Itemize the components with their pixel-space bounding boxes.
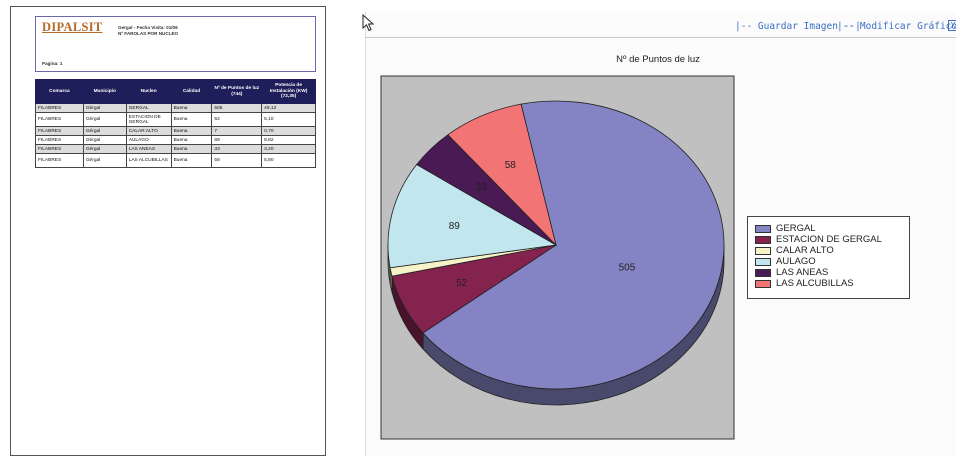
table-cell: GERGAL xyxy=(125,103,172,113)
legend-label: CALAR ALTO xyxy=(776,245,834,256)
legend-item: LAS ALCUBILLAS xyxy=(755,278,909,289)
table-cell: Buena xyxy=(170,112,213,127)
legend-swatch xyxy=(755,224,771,233)
dipalsit-logo: DIPALSIT xyxy=(42,20,103,34)
table-row: FILABRES Gérgal AULAGO Buena 89 8,82 xyxy=(35,135,316,145)
table-cell: FILABRES xyxy=(35,135,84,145)
table-header-row: Comarca Municipio Nucleo Calidad Nº de P… xyxy=(35,79,316,104)
legend-item: ESTACION DE GERGAL xyxy=(755,234,909,245)
table-cell: 5,80 xyxy=(261,153,316,168)
table-cell: FILABRES xyxy=(35,112,84,127)
legend-item: GERGAL xyxy=(755,223,909,234)
chart-title: Nº de Puntos de luz xyxy=(616,54,700,65)
chart-toolbar: |-- Guardar Imagen --| |-- Modificar Grá… xyxy=(365,18,956,36)
table-cell: Buena xyxy=(170,144,213,154)
table-cell: 5,10 xyxy=(261,112,316,127)
report-table: Comarca Municipio Nucleo Calidad Nº de P… xyxy=(35,79,316,168)
table-cell: 49,13 xyxy=(261,103,316,113)
mouse-pointer-icon xyxy=(362,14,375,32)
legend-label: LAS ALCUBILLAS xyxy=(776,278,854,289)
save-image-link[interactable]: |-- Guardar Imagen --| xyxy=(735,21,861,32)
table-row: FILABRES Gérgal GERGAL Buena 505 49,13 xyxy=(35,103,316,113)
table-cell: Gérgal xyxy=(82,135,127,145)
table-cell: Gérgal xyxy=(82,144,127,154)
legend-label: GERGAL xyxy=(776,223,816,234)
pie-slice-gergal xyxy=(422,100,725,390)
pie-data-label: 505 xyxy=(619,262,636,273)
legend-swatch xyxy=(755,235,771,244)
table-cell: 7 xyxy=(211,126,263,136)
legend-label: AULAGO xyxy=(776,256,816,267)
table-cell: LAS ALCUBILLAS xyxy=(125,153,172,168)
pie-slice-aulago xyxy=(387,164,558,269)
table-cell: 505 xyxy=(211,103,263,113)
report-page: DIPALSIT Gergal - Fecha Visita: 01/06 Nº… xyxy=(10,6,326,456)
table-cell: 3,20 xyxy=(261,144,316,154)
table-cell: 0,70 xyxy=(261,126,316,136)
table-cell: CALAR ALTO xyxy=(125,126,172,136)
table-row: FILABRES Gérgal LAS ALCUBILLAS Buena 58 … xyxy=(35,153,316,168)
table-cell: Buena xyxy=(170,126,213,136)
column-header: Municipio xyxy=(82,79,127,104)
table-cell: 52 xyxy=(211,112,263,127)
legend-label: LAS ANEAS xyxy=(776,267,829,278)
table-cell: FILABRES xyxy=(35,103,84,113)
close-icon[interactable]: X xyxy=(948,20,956,31)
toolbar-divider xyxy=(365,37,956,38)
legend-label: ESTACION DE GERGAL xyxy=(776,234,882,245)
table-row: FILABRES Gérgal CALAR ALTO Buena 7 0,70 xyxy=(35,126,316,136)
table-cell: 58 xyxy=(211,153,263,168)
pie-data-label: 33 xyxy=(475,182,487,193)
legend-item: AULAGO xyxy=(755,256,909,267)
report-header-info: Gergal - Fecha Visita: 01/06 Nº FAROLAS … xyxy=(118,25,178,37)
table-cell: Buena xyxy=(170,135,213,145)
legend-swatch xyxy=(755,257,771,266)
legend-item: LAS ANEAS xyxy=(755,267,909,278)
column-header: Comarca xyxy=(35,79,84,104)
column-header: Nucleo xyxy=(125,79,172,104)
table-cell: Gérgal xyxy=(82,103,127,113)
pie-slice-las-alcubillas xyxy=(447,103,557,247)
column-header: Nº de Puntos de luz (744) xyxy=(211,79,263,104)
table-cell: FILABRES xyxy=(35,144,84,154)
pie-data-label: 58 xyxy=(505,160,517,171)
table-cell: Gérgal xyxy=(82,153,127,168)
pie-data-label: 52 xyxy=(456,278,468,289)
table-row: FILABRES Gérgal LAS ANEAS Buena 33 3,20 xyxy=(35,144,316,154)
table-cell: FILABRES xyxy=(35,153,84,168)
table-cell: Gérgal xyxy=(82,112,127,127)
legend-item: CALAR ALTO xyxy=(755,245,909,256)
legend-swatch xyxy=(755,279,771,288)
table-cell: 8,82 xyxy=(261,135,316,145)
report-header-line2: Nº FAROLAS POR NUCLEO xyxy=(118,31,179,36)
table-row: FILABRES Gérgal ESTACION DE GERGAL Buena… xyxy=(35,112,316,127)
column-header: Potencia de Instalación (KW) (72,35) xyxy=(261,79,316,104)
column-header: Calidad xyxy=(170,79,213,104)
table-cell: 33 xyxy=(211,144,263,154)
modify-chart-link[interactable]: |-- Modificar Gráfico --| xyxy=(837,21,956,32)
table-cell: FILABRES xyxy=(35,126,84,136)
pie-chart: 505 52 89 33 58 xyxy=(380,75,735,440)
chart-legend: GERGAL ESTACION DE GERGAL CALAR ALTO AULAGO… xyxy=(747,216,910,299)
report-header-line1: Gergal - Fecha Visita: 01/06 xyxy=(118,25,178,30)
table-cell: Gérgal xyxy=(82,126,127,136)
table-cell: AULAGO xyxy=(125,135,172,145)
table-cell: Buena xyxy=(170,153,213,168)
pie-data-label: 89 xyxy=(449,221,461,232)
legend-swatch xyxy=(755,268,771,277)
table-cell: ESTACION DE GERGAL xyxy=(125,112,172,127)
report-header: DIPALSIT Gergal - Fecha Visita: 01/06 Nº… xyxy=(35,16,316,72)
page-number-label: Pagina: 1 xyxy=(42,61,63,66)
table-cell: 89 xyxy=(211,135,263,145)
table-cell: LAS ANEAS xyxy=(125,144,172,154)
legend-swatch xyxy=(755,246,771,255)
table-cell: Buena xyxy=(170,103,213,113)
